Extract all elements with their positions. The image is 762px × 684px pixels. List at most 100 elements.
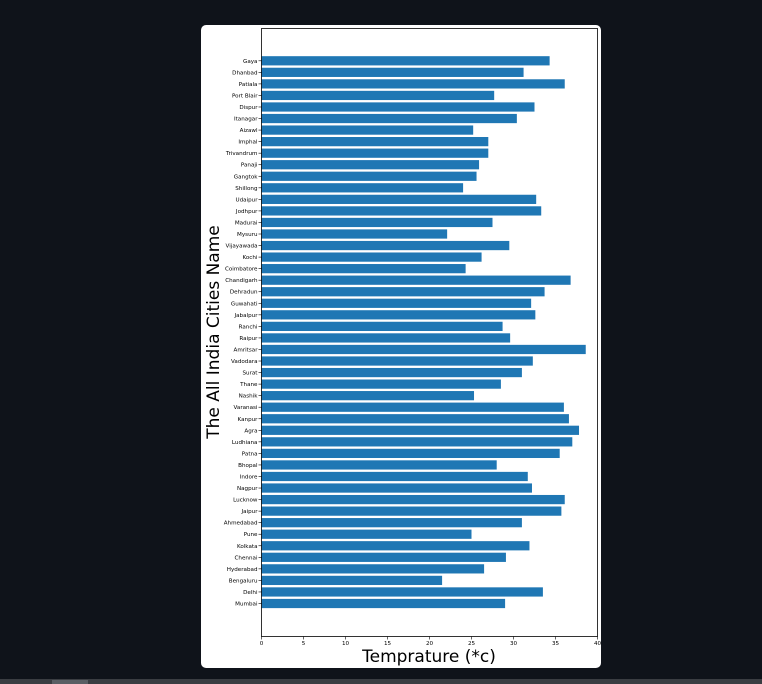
y-tick-label: Varanasi (234, 405, 258, 411)
bar (261, 379, 501, 389)
bar (261, 67, 524, 77)
x-tick-label: 15 (384, 641, 392, 647)
bar (261, 321, 503, 331)
bar (261, 587, 543, 597)
bar (261, 287, 545, 297)
bar (261, 552, 506, 562)
bar (261, 148, 489, 158)
y-tick-label: Lucknow (233, 498, 258, 504)
bar (261, 171, 477, 181)
bar (261, 402, 564, 412)
bar-chart: Mumbai Delhi Bengaluru Hyderabad Chennai Kolk… (204, 28, 601, 667)
plot-frame (261, 28, 598, 637)
y-tick-label: Vadodara (231, 359, 258, 365)
y-tick-label: Jaipur (240, 509, 258, 515)
y-tick-label: Dehradun (230, 290, 258, 296)
y-tick-label: Kolkata (237, 544, 258, 550)
y-tick-label: Vijayawada (226, 244, 258, 250)
y-tick-label: Mumbai (235, 602, 258, 608)
y-tick-label: Bhopal (238, 463, 258, 469)
bar (261, 367, 522, 378)
bar (261, 79, 565, 89)
bar (261, 437, 573, 447)
bar (261, 333, 511, 343)
bar (261, 483, 532, 493)
y-tick-label: Dispur (239, 105, 258, 111)
y-tick-label: Bengaluru (229, 578, 258, 584)
y-tick-label: Hyderabad (227, 567, 258, 573)
y-tick-label: Ahmedabad (224, 521, 258, 527)
bottom-scroll-tab (52, 680, 88, 684)
x-tick-label: 25 (468, 641, 476, 647)
x-tick-label: 5 (302, 641, 306, 647)
bar (261, 160, 480, 170)
bar (261, 240, 510, 251)
x-ticks-group: 0 5 10 15 20 25 30 35 40 (260, 636, 601, 647)
bar (261, 137, 489, 147)
y-tick-label: Dhanbad (232, 70, 258, 76)
bar (261, 298, 532, 308)
bar (261, 310, 536, 320)
bar (261, 506, 562, 516)
y-ticks-group: Mumbai Delhi Bengaluru Hyderabad Chennai Kolk… (224, 59, 262, 608)
bar (261, 183, 464, 193)
y-tick-label: Trivandrum (225, 151, 258, 157)
chart-card: Mumbai Delhi Bengaluru Hyderabad Chennai Kolk… (201, 25, 601, 668)
y-tick-label: Chennai (235, 555, 258, 561)
bar (261, 229, 448, 239)
bar (261, 391, 475, 401)
y-tick-label: Port Blair (232, 93, 258, 99)
bar (261, 344, 586, 355)
y-tick-label: Ranchi (239, 324, 258, 330)
bar (261, 252, 482, 262)
y-tick-label: Pune (244, 532, 258, 538)
bar (261, 598, 506, 609)
x-tick-label: 35 (552, 641, 560, 647)
y-tick-label: Jodhpur (235, 209, 258, 215)
y-tick-label: Jabalpur (233, 313, 258, 319)
bar (261, 448, 560, 459)
bar (261, 113, 517, 124)
y-tick-label: Thane (239, 382, 258, 388)
y-tick-label: Gaya (243, 59, 258, 65)
y-tick-label: Imphal (238, 140, 258, 146)
bar (261, 494, 565, 505)
x-tick-label: 10 (342, 641, 350, 647)
bar (261, 471, 528, 482)
y-tick-label: Guwahati (231, 301, 258, 307)
bar (261, 275, 571, 285)
bar (261, 518, 522, 528)
y-tick-label: Nashik (239, 394, 259, 400)
y-tick-label: Panaji (241, 163, 258, 169)
bar (261, 575, 443, 586)
bar (261, 206, 542, 216)
bar (261, 541, 530, 551)
y-tick-label: Mysuru (237, 232, 258, 238)
bars-group (261, 56, 586, 609)
y-tick-label: Kanpur (238, 417, 259, 423)
bar (261, 425, 580, 435)
y-tick-label: Coimbatore (225, 267, 258, 273)
bar (261, 356, 533, 366)
bar (261, 529, 472, 539)
window-bottom-bar (0, 679, 762, 684)
bar (261, 217, 493, 228)
bar (261, 264, 466, 274)
y-tick-label: Madurai (235, 220, 258, 226)
y-tick-label: Aizawl (240, 128, 258, 134)
y-tick-label: Shillong (235, 186, 258, 192)
y-tick-label: Udaipur (235, 197, 258, 203)
bar (261, 125, 474, 135)
y-axis-label: The All India Cities Name (204, 225, 224, 439)
y-tick-label: Gangtok (234, 174, 258, 180)
y-tick-label: Nagpur (237, 486, 258, 492)
bar (261, 194, 537, 204)
x-tick-label: 0 (260, 641, 264, 647)
y-tick-label: Raipur (239, 336, 258, 342)
y-tick-label: Chandigarh (225, 278, 258, 284)
y-tick-label: Kochi (243, 255, 258, 261)
y-tick-label: Patiala (239, 82, 258, 88)
x-tick-label: 40 (594, 641, 601, 647)
bar (261, 460, 497, 470)
bar (261, 56, 550, 66)
